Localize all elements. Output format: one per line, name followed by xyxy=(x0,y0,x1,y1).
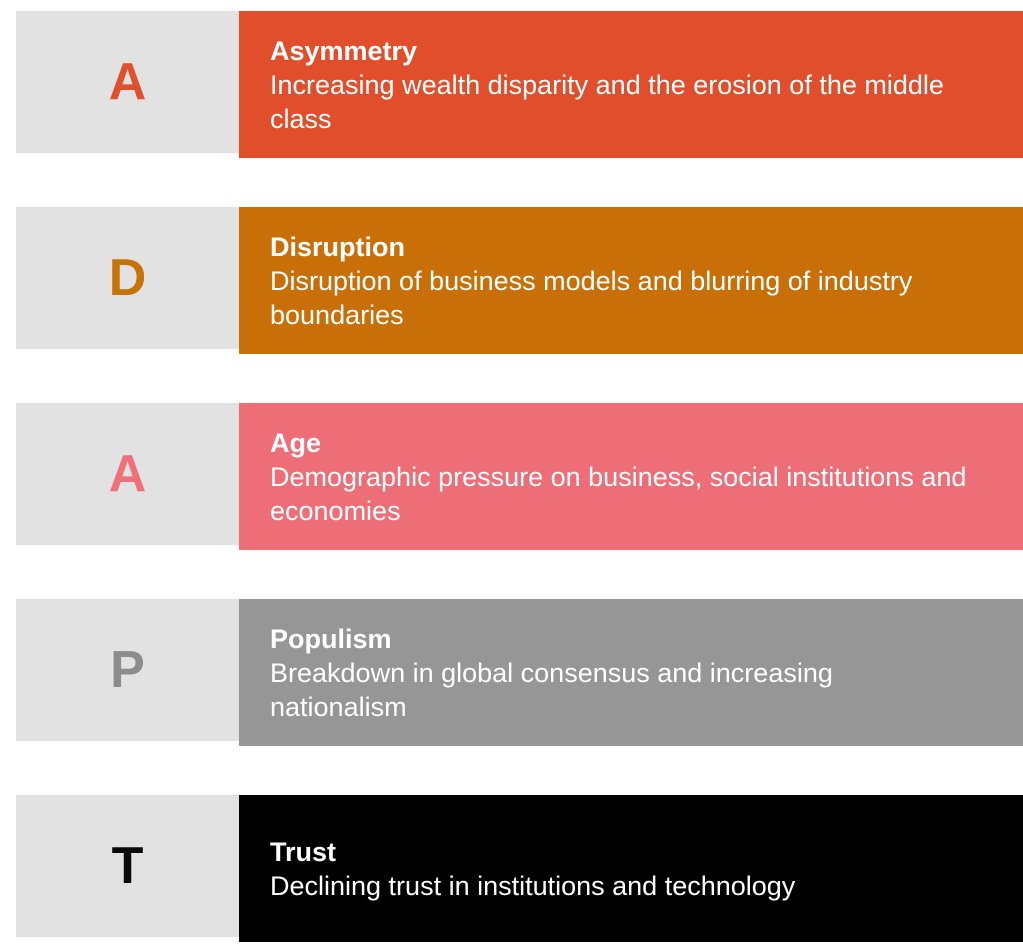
framework-row-disruption: D Disruption Disruption of business mode… xyxy=(0,207,1023,354)
row-description: Disruption of business models and blurri… xyxy=(270,265,913,330)
row-description: Declining trust in institutions and tech… xyxy=(270,870,796,901)
row-letter: A xyxy=(108,445,147,503)
row-bar: Trust Declining trust in institutions an… xyxy=(239,795,1023,942)
framework-row-populism: P Populism Breakdown in global consensus… xyxy=(0,599,1023,746)
row-bar: Asymmetry Increasing wealth disparity an… xyxy=(239,11,1023,158)
row-text: Trust Declining trust in institutions an… xyxy=(270,835,975,903)
letter-box: A xyxy=(16,11,239,153)
row-bar: Disruption Disruption of business models… xyxy=(239,207,1023,354)
row-title: Asymmetry xyxy=(270,35,418,66)
row-description: Demographic pressure on business, social… xyxy=(270,461,967,526)
row-letter: T xyxy=(111,837,144,895)
row-text: Age Demographic pressure on business, so… xyxy=(270,426,975,528)
letter-box: T xyxy=(16,795,239,937)
row-text: Populism Breakdown in global consensus a… xyxy=(270,622,975,724)
row-text: Disruption Disruption of business models… xyxy=(270,230,975,332)
row-text: Asymmetry Increasing wealth disparity an… xyxy=(270,34,975,136)
framework-row-trust: T Trust Declining trust in institutions … xyxy=(0,795,1023,942)
row-letter: A xyxy=(108,53,147,111)
row-bar: Age Demographic pressure on business, so… xyxy=(239,403,1023,550)
row-bar: Populism Breakdown in global consensus a… xyxy=(239,599,1023,746)
row-description: Increasing wealth disparity and the eros… xyxy=(270,69,944,134)
framework-row-asymmetry: A Asymmetry Increasing wealth disparity … xyxy=(0,11,1023,158)
row-title: Age xyxy=(270,427,322,458)
row-title: Disruption xyxy=(270,231,405,262)
row-title: Trust xyxy=(270,836,337,867)
letter-box: D xyxy=(16,207,239,349)
letter-box: A xyxy=(16,403,239,545)
row-letter: P xyxy=(110,641,145,699)
row-title: Populism xyxy=(270,623,392,654)
letter-box: P xyxy=(16,599,239,741)
row-letter: D xyxy=(108,249,147,307)
framework-row-age: A Age Demographic pressure on business, … xyxy=(0,403,1023,550)
row-description: Breakdown in global consensus and increa… xyxy=(270,657,833,722)
